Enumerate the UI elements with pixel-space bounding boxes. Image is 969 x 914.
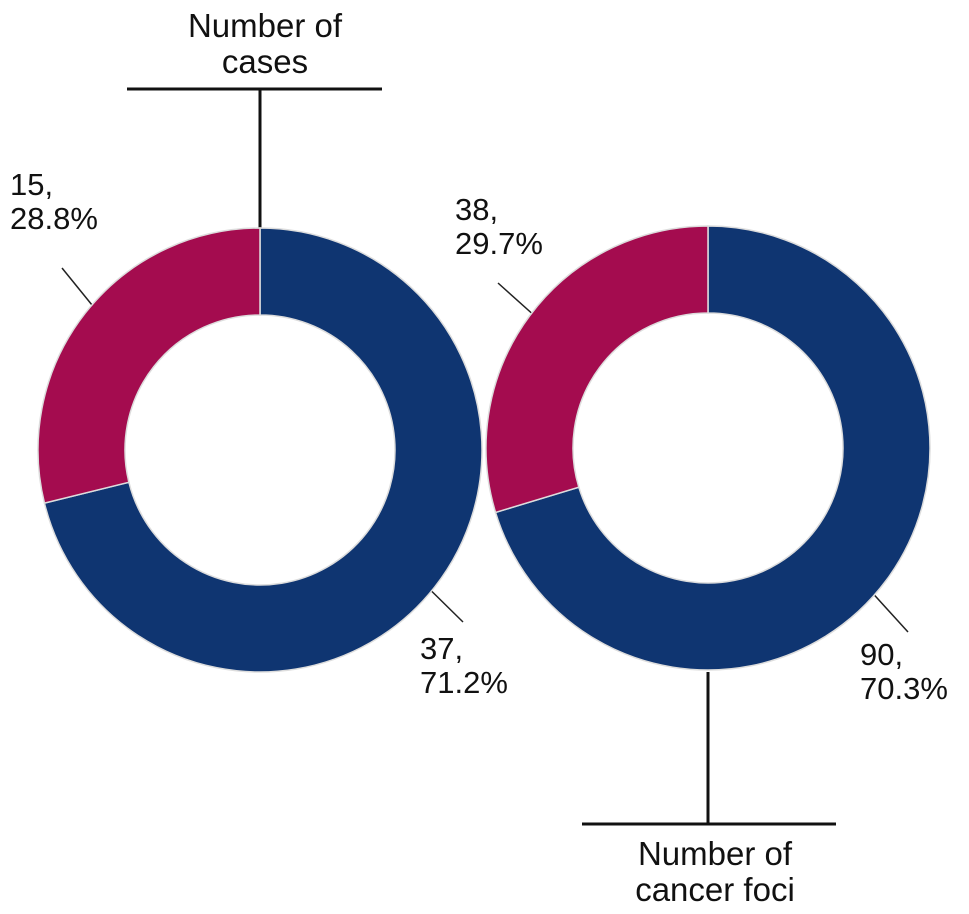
- value-label: 38, 29.7%: [455, 192, 543, 261]
- donut-segment: [494, 225, 931, 671]
- donut-segment: [485, 225, 709, 514]
- value-label: 90, 70.3%: [860, 637, 948, 706]
- chart-title: Number of cancer foci: [635, 835, 795, 908]
- donut-segment: [37, 227, 261, 505]
- value-label: 37, 71.2%: [420, 631, 508, 700]
- value-label: 15, 28.8%: [10, 167, 98, 236]
- chart-title: Number of cases: [187, 7, 343, 80]
- donut-segment: [43, 227, 483, 673]
